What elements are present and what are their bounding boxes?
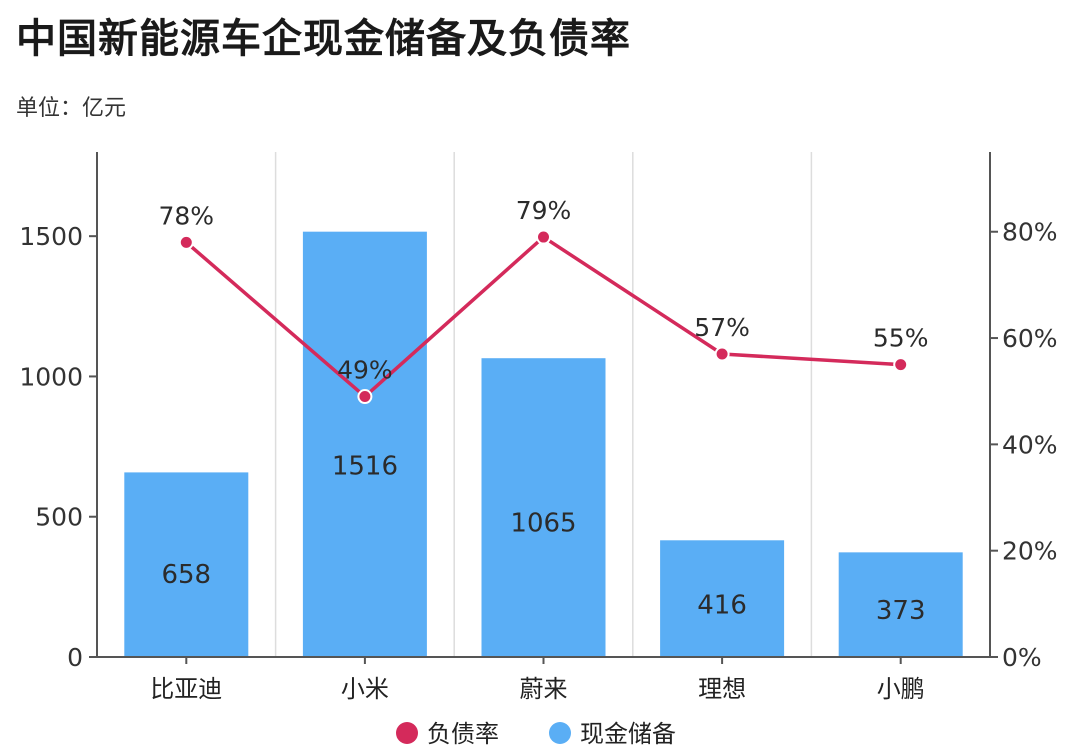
debt-ratio-point bbox=[178, 234, 194, 250]
bar-0 bbox=[124, 472, 249, 657]
debt-ratio-label: 55% bbox=[873, 324, 929, 353]
bar-1 bbox=[302, 231, 427, 657]
debt-ratio-label: 79% bbox=[516, 196, 572, 225]
y-left-tick-label: 1500 bbox=[19, 222, 83, 251]
legend-layer: 负债率 现金储备 bbox=[396, 720, 676, 748]
x-tick-label: 蔚来 bbox=[520, 675, 568, 703]
y-right-tick-label: 40% bbox=[1002, 430, 1058, 459]
bar-value-label: 373 bbox=[876, 596, 926, 626]
bar-value-label: 416 bbox=[697, 590, 747, 620]
grid-layer bbox=[274, 152, 813, 657]
y-right-tick-label: 0% bbox=[1002, 643, 1042, 672]
debt-ratio-point bbox=[714, 346, 730, 362]
bar-4 bbox=[838, 552, 963, 657]
bar-value-label: 658 bbox=[161, 560, 211, 590]
legend-label-debt-ratio: 负债率 bbox=[427, 720, 499, 748]
y-left-tick-label: 0 bbox=[67, 643, 83, 672]
bars-layer bbox=[124, 231, 963, 657]
debt-ratio-point bbox=[357, 389, 373, 405]
debt-ratio-label: 78% bbox=[159, 201, 215, 230]
bar-value-label: 1065 bbox=[510, 509, 576, 539]
y-right-tick-label: 60% bbox=[1002, 324, 1058, 353]
x-tick-label: 小米 bbox=[341, 675, 389, 703]
unit-label: 单位：亿元 bbox=[16, 96, 127, 121]
debt-ratio-point bbox=[536, 229, 551, 245]
y-right-tick-label: 80% bbox=[1002, 218, 1058, 247]
y-left-tick-label: 500 bbox=[35, 503, 83, 532]
line-layer: 78% 49% 79% 57% 55% bbox=[159, 196, 929, 405]
bar-value-label: 1516 bbox=[332, 452, 398, 482]
legend-marker-debt-ratio bbox=[396, 722, 418, 744]
debt-ratio-label: 57% bbox=[694, 313, 750, 342]
bar-2 bbox=[481, 358, 606, 657]
debt-ratio-point bbox=[893, 357, 909, 373]
y-left-tick-label: 1000 bbox=[19, 362, 83, 391]
x-tick-label: 小鹏 bbox=[877, 675, 925, 703]
bar-3 bbox=[660, 540, 785, 657]
debt-ratio-label: 49% bbox=[337, 356, 393, 385]
bar-labels-layer: 658 1516 1065 416 373 bbox=[161, 452, 925, 626]
chart-title: 中国新能源车企现金储备及负债率 bbox=[16, 16, 631, 62]
y-right-tick-label: 20% bbox=[1002, 537, 1058, 566]
x-tick-label: 比亚迪 bbox=[150, 675, 222, 703]
legend-label-cash: 现金储备 bbox=[580, 720, 676, 748]
x-tick-label: 理想 bbox=[698, 675, 746, 703]
axes-layer: 0 500 1000 1500 0% 20% 40% 60% 80% 比亚迪 小米 蔚来 理想 小鹏 bbox=[19, 152, 1058, 703]
legend-marker-cash bbox=[549, 722, 571, 744]
